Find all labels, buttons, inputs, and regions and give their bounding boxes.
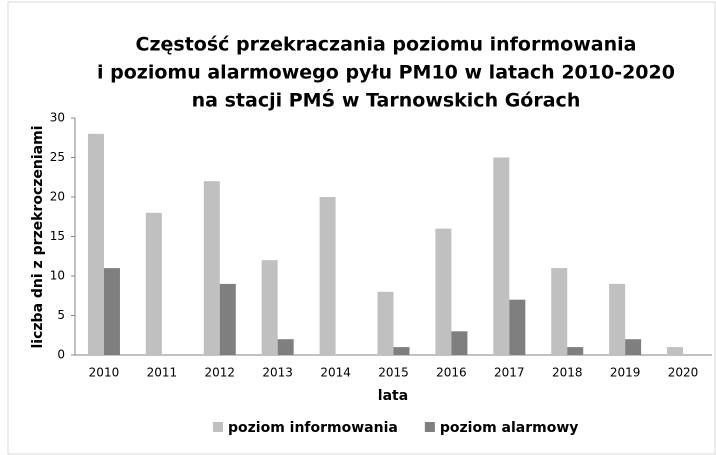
y-tick-label: 20 bbox=[50, 190, 65, 204]
y-tick-label: 30 bbox=[50, 111, 65, 125]
bar bbox=[377, 291, 394, 355]
y-axis-title: liczba dni z przekroczeniami bbox=[30, 125, 46, 348]
bar bbox=[393, 347, 410, 355]
bar bbox=[567, 347, 584, 355]
bar bbox=[509, 299, 526, 355]
bar bbox=[277, 339, 294, 355]
bar bbox=[319, 197, 336, 355]
x-tick-label: 2016 bbox=[436, 366, 467, 380]
x-tick-label: 2017 bbox=[494, 366, 525, 380]
x-tick-label: 2012 bbox=[204, 366, 235, 380]
legend-label: poziom informowania bbox=[228, 420, 398, 436]
bar bbox=[493, 157, 510, 355]
x-tick-label: 2013 bbox=[262, 366, 293, 380]
bar bbox=[203, 181, 220, 355]
x-tick-label: 2018 bbox=[552, 366, 583, 380]
x-tick-label: 2020 bbox=[668, 366, 699, 380]
y-tick-label: 5 bbox=[57, 308, 65, 322]
y-tick-label: 25 bbox=[50, 150, 65, 164]
chart-title: Częstość przekraczania poziomu informowa… bbox=[136, 34, 637, 56]
legend-label: poziom alarmowy bbox=[440, 420, 579, 436]
chart-title: i poziomu alarmowego pyłu PM10 w latach … bbox=[97, 62, 675, 84]
bar bbox=[145, 212, 162, 355]
x-tick-label: 2014 bbox=[320, 366, 351, 380]
y-tick-label: 15 bbox=[50, 229, 65, 243]
legend-swatch bbox=[424, 422, 435, 432]
bar bbox=[87, 133, 104, 355]
x-tick-label: 2010 bbox=[89, 366, 120, 380]
chart-frame bbox=[7, 1, 716, 455]
bar bbox=[451, 331, 468, 355]
bar bbox=[219, 283, 236, 355]
x-tick-label: 2011 bbox=[147, 366, 178, 380]
bar bbox=[261, 260, 278, 355]
bar bbox=[667, 347, 684, 355]
bar bbox=[625, 339, 642, 355]
bar bbox=[609, 283, 626, 355]
x-tick-label: 2019 bbox=[610, 366, 641, 380]
x-tick-label: 2015 bbox=[378, 366, 409, 380]
bar bbox=[435, 228, 452, 355]
x-axis-title: lata bbox=[378, 388, 408, 404]
legend-swatch bbox=[213, 422, 223, 432]
y-tick-label: 0 bbox=[57, 348, 65, 362]
y-tick-label: 10 bbox=[50, 269, 65, 283]
bar bbox=[551, 268, 568, 355]
chart-title: na stacji PMŚ w Tarnowskich Górach bbox=[192, 88, 581, 112]
bar bbox=[103, 268, 120, 355]
